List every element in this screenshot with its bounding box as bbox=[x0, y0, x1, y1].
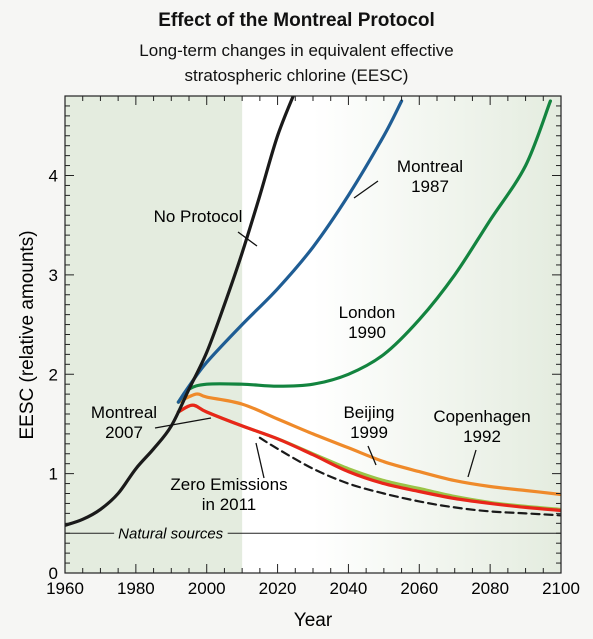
series-line-london-1990 bbox=[176, 99, 552, 404]
y-tick-label: 3 bbox=[49, 266, 58, 285]
series-label-copenhagen-1992: 1992 bbox=[463, 427, 501, 446]
series-label-zero-emissions-2011: Zero Emissions bbox=[170, 475, 287, 494]
series-label-copenhagen-1992: Copenhagen bbox=[433, 407, 530, 426]
y-tick-label: 0 bbox=[49, 564, 58, 583]
series-label-montreal-2007: Montreal bbox=[91, 403, 157, 422]
y-axis-label: EESC (relative amounts) bbox=[17, 230, 38, 439]
x-axis-label: Year bbox=[294, 610, 333, 631]
x-tick-label: 1960 bbox=[46, 579, 84, 598]
series-labels: No ProtocolMontreal1987London1990Copenha… bbox=[91, 157, 531, 514]
y-tick-label: 4 bbox=[49, 167, 58, 186]
series-line-copenhagen-1992 bbox=[176, 392, 561, 497]
subtitle-line-2: stratospheric chlorine (EESC) bbox=[184, 66, 409, 85]
natural-sources-label: Natural sources bbox=[118, 525, 224, 542]
series-label-beijing-1999: 1999 bbox=[350, 423, 388, 442]
x-tick-label: 2100 bbox=[542, 579, 580, 598]
x-tick-label: 2040 bbox=[330, 579, 368, 598]
natural-sources-label-bg bbox=[114, 525, 228, 543]
leader-line-beijing-1999 bbox=[367, 445, 377, 466]
x-tick-label: 2020 bbox=[259, 579, 297, 598]
axis-ticks bbox=[64, 95, 562, 574]
series-line-no-protocol bbox=[65, 96, 295, 527]
series-group bbox=[65, 96, 561, 527]
x-tick-label: 2080 bbox=[471, 579, 509, 598]
series-label-montreal-2007: 2007 bbox=[105, 423, 143, 442]
leader-line-montreal-1987 bbox=[353, 180, 379, 199]
leader-line-montreal-2007 bbox=[154, 417, 212, 429]
y-tick-label: 1 bbox=[49, 465, 58, 484]
series-line-montreal-2007 bbox=[176, 403, 561, 512]
series-label-montreal-1987: Montreal bbox=[397, 157, 463, 176]
series-label-beijing-1999: Beijing bbox=[343, 403, 394, 422]
y-tick-label: 2 bbox=[49, 365, 58, 384]
series-label-montreal-1987: 1987 bbox=[411, 177, 449, 196]
series-label-london-1990: 1990 bbox=[348, 323, 386, 342]
series-label-london-1990: London bbox=[339, 303, 396, 322]
x-tick-label: 1980 bbox=[117, 579, 155, 598]
leader-line-zero-emissions-2011 bbox=[255, 442, 265, 479]
x-tick-label: 2000 bbox=[188, 579, 226, 598]
leader-line-no-protocol bbox=[237, 231, 258, 247]
leader-line-copenhagen-1992 bbox=[467, 449, 477, 478]
plot-area: Natural sources 1960 1980 2000 2020 2040 2060 2… bbox=[17, 95, 580, 631]
series-label-zero-emissions-2011: in 2011 bbox=[202, 495, 257, 514]
chart-title: Effect of the Montreal Protocol bbox=[158, 10, 435, 31]
chart-subtitle: Long-term changes in equivalent effectiv… bbox=[0, 38, 593, 88]
series-line-zero-emissions-2011 bbox=[258, 436, 561, 517]
series-label-no-protocol: No Protocol bbox=[154, 207, 243, 226]
x-tick-label: 2060 bbox=[400, 579, 438, 598]
subtitle-line-1: Long-term changes in equivalent effectiv… bbox=[139, 41, 454, 60]
